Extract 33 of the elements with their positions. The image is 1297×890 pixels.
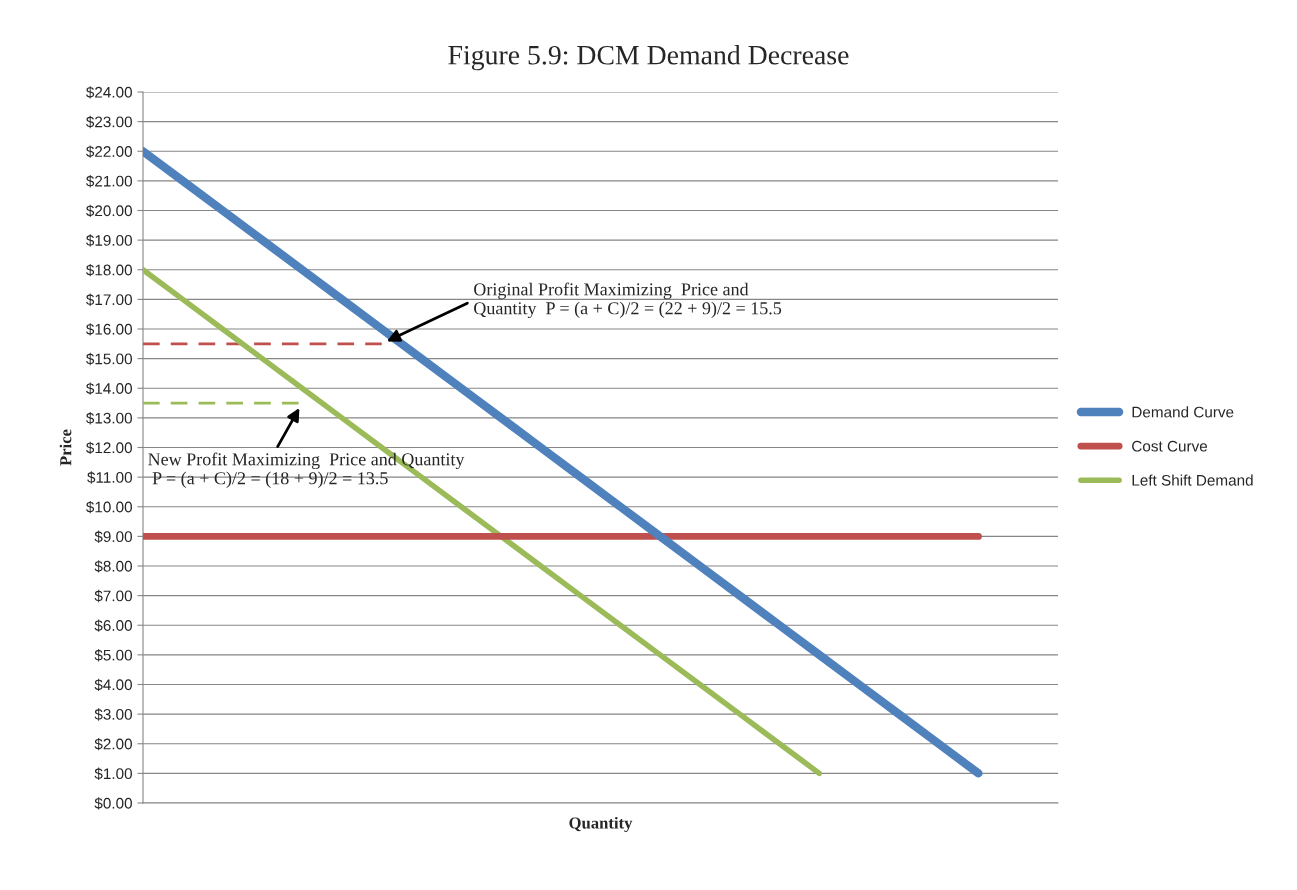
legend-label: Left Shift Demand [1132,474,1253,486]
y-tick-label: $12.00 [86,441,132,455]
x-axis-title: Quantity [569,816,633,833]
chart-title: Figure 5.9: DCM Demand Decrease [448,45,849,71]
y-tick-label: $19.00 [86,234,132,247]
y-tick-label: $1.00 [94,767,132,780]
annotation: New Profit Maximizing Price and Quantity P = (a + C)/2 = (18 + 9)/2 = 13.5 [148,452,465,488]
annotation: Original Profit Maximizing Price and Quantity P = (a + C)/2 = (22 + 9)/2 = 15.5 [474,282,782,319]
y-tick-label: $13.00 [86,412,132,425]
y-tick-label: $9.00 [94,530,132,543]
y-tick-label: $17.00 [86,293,132,306]
y-tick-label: $15.00 [86,352,132,366]
y-tick-label: $0.00 [94,797,132,810]
legend-label: Demand Curve [1132,406,1234,418]
y-tick-label: $7.00 [94,589,132,603]
y-tick-label: $10.00 [86,500,132,514]
y-tick-label: $20.00 [86,204,132,218]
legend-label: Cost Curve [1132,440,1208,452]
y-tick-label: $11.00 [87,471,132,484]
y-axis-title: Price [59,429,72,466]
y-tick-label: $8.00 [94,560,132,573]
y-tick-label: $18.00 [86,263,132,277]
y-tick-label: $5.00 [94,649,132,662]
y-tick-label: $3.00 [94,708,132,721]
y-tick-label: $6.00 [94,619,132,632]
y-tick-label: $4.00 [94,678,132,692]
y-tick-label: $14.00 [86,382,132,395]
y-tick-label: $21.00 [86,175,132,188]
y-tick-label: $2.00 [94,737,132,751]
y-tick-label: $24.00 [86,86,132,99]
y-tick-label: $23.00 [86,115,132,129]
y-tick-label: $22.00 [86,145,132,158]
y-tick-label: $16.00 [86,323,132,336]
